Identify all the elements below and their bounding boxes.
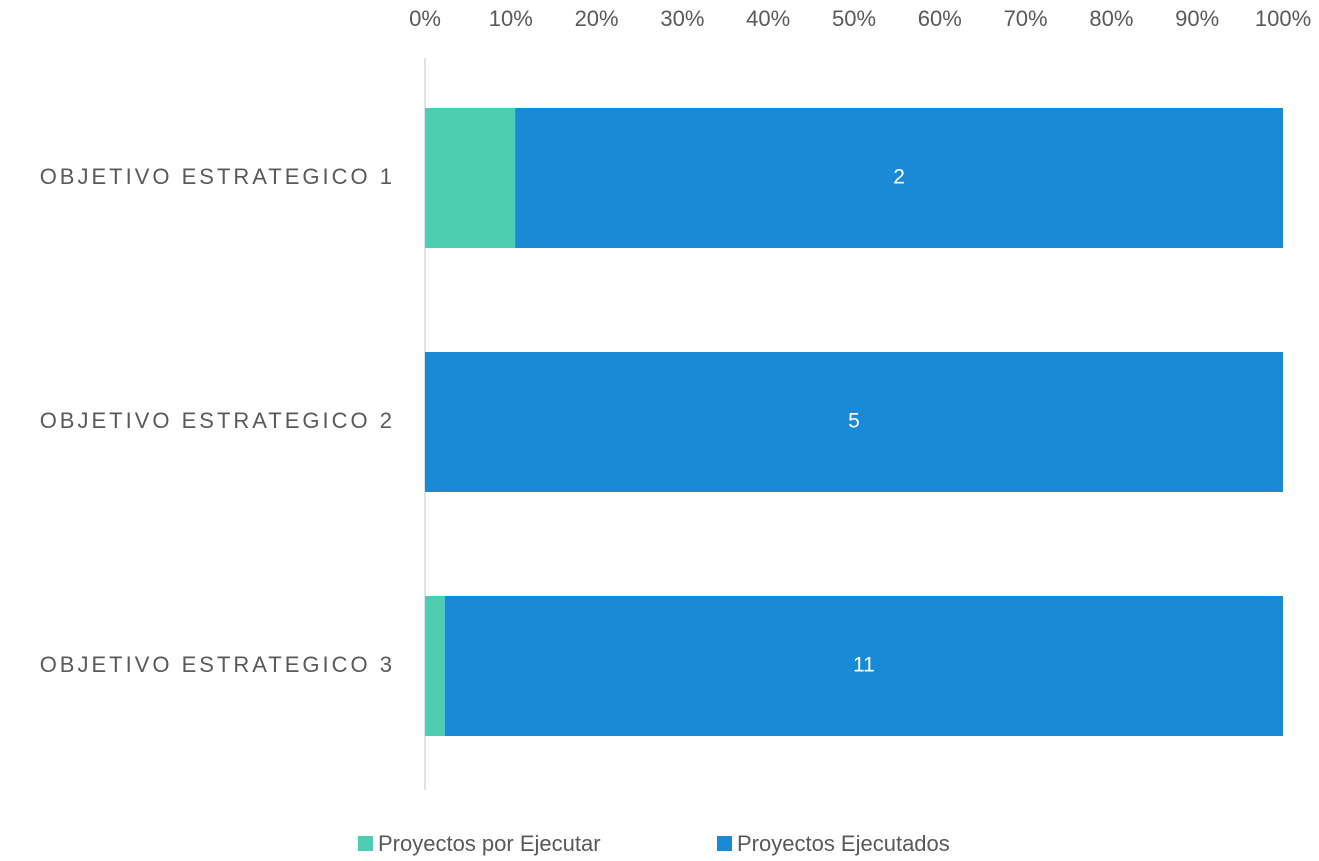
x-tick-label: 40% [746, 6, 790, 31]
x-tick-label: 70% [1004, 6, 1048, 31]
legend-swatch [717, 836, 732, 851]
x-tick-label: 10% [489, 6, 533, 31]
x-tick-label: 30% [660, 6, 704, 31]
bar-segment [444, 596, 1283, 736]
x-tick-label: 60% [918, 6, 962, 31]
legend-label: Proyectos Ejecutados [737, 831, 950, 856]
data-label: 2 [893, 166, 905, 189]
y-tick-label: OBJETIVO ESTRATEGICO 1 [40, 164, 395, 189]
legend-swatch [358, 836, 373, 851]
data-label: 5 [848, 410, 860, 433]
y-tick-label: OBJETIVO ESTRATEGICO 3 [40, 652, 395, 677]
data-label: 11 [853, 654, 875, 677]
x-tick-label: 0% [409, 6, 441, 31]
x-tick-label: 50% [832, 6, 876, 31]
bar-segment [425, 352, 1283, 492]
bar-segment [425, 108, 516, 248]
legend-label: Proyectos por Ejecutar [378, 831, 601, 856]
x-tick-label: 90% [1175, 6, 1219, 31]
x-tick-label: 100% [1255, 6, 1311, 31]
x-tick-label: 80% [1089, 6, 1133, 31]
bar-segment [425, 596, 445, 736]
y-tick-label: OBJETIVO ESTRATEGICO 2 [40, 408, 395, 433]
x-tick-label: 20% [575, 6, 619, 31]
bar-segment [515, 108, 1283, 248]
